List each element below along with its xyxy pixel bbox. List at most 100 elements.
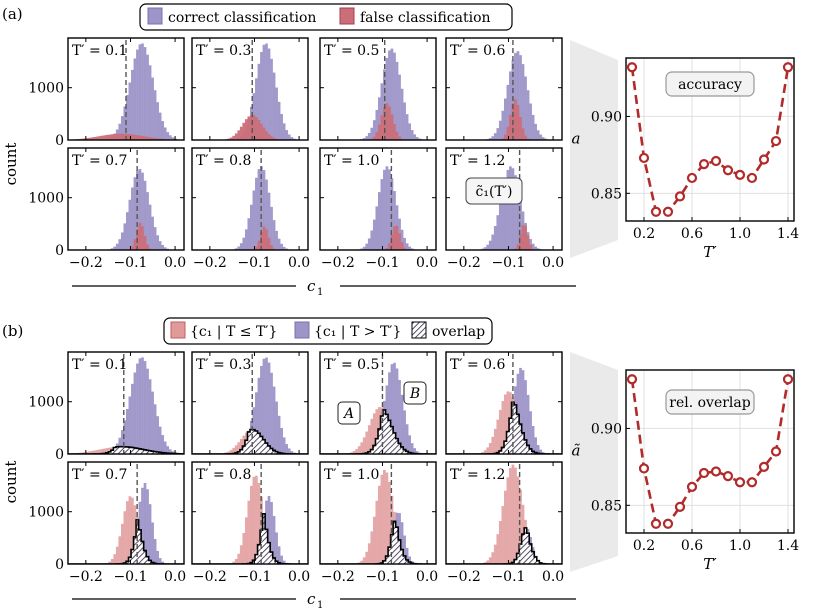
hist-frame (191, 351, 309, 455)
x-tick-label: 0.0 (288, 569, 310, 585)
hist-bar-blue (126, 94, 129, 140)
hist-bar-blue (267, 496, 271, 564)
hist-bar-blue (163, 441, 167, 454)
hist-panel-title: T′ = 0.6 (450, 357, 506, 373)
hist-bar-blue (496, 128, 500, 140)
hist-bar-red (234, 445, 238, 454)
hist-panel: T′ = 0.5 (319, 351, 437, 455)
line-chart: 0.2 0.6 1.0 1.4 0.85 0.90 T′ ã rel. overlap (572, 369, 799, 573)
overlap-bar (524, 527, 527, 564)
x-tick-label: −0.2 (193, 255, 227, 271)
hist-bar-blue (161, 561, 165, 564)
overlap-bar (498, 450, 502, 454)
hist-bar-red (120, 523, 124, 564)
hist-bar-blue (362, 246, 366, 250)
hist-bar-red (367, 543, 371, 564)
overlap-bar (405, 559, 409, 564)
hist-bar-red (486, 560, 490, 564)
hist-bar-red (103, 448, 107, 454)
connector-b (570, 352, 618, 572)
data-point (626, 374, 638, 385)
data-point (758, 461, 770, 472)
hist-bar-red (360, 560, 364, 564)
hist-bar-red (372, 136, 376, 140)
hist-bar-blue (493, 133, 497, 140)
x-tick-label: 0.0 (542, 255, 564, 271)
hist-bar-blue (360, 248, 364, 250)
overlap-bar (367, 451, 371, 454)
hist-bar-blue (158, 241, 162, 250)
hist-bar-blue (415, 451, 419, 454)
hist-bar-blue (413, 134, 417, 140)
hist-bar-red (383, 469, 386, 564)
hist-bar-red (133, 134, 137, 140)
hist-bar-red (514, 99, 517, 140)
hist-bar-blue (519, 367, 522, 454)
hist-bar-red (486, 447, 490, 454)
hist-bar-blue (290, 451, 294, 454)
hist-panel: T′ = 0.8 (191, 147, 309, 251)
x-tick-label: −0.2 (447, 255, 481, 271)
hist-bar-blue (272, 386, 276, 454)
hist-bar-blue (153, 90, 157, 140)
hist-bar-blue (143, 361, 147, 454)
hist-panel: T′ = 0.5 (319, 37, 437, 141)
hist-panel: T′ = 1.0 (319, 147, 437, 251)
hist-frame (445, 147, 563, 251)
hist-bar-blue (163, 247, 167, 250)
hist-bar-blue (511, 168, 515, 250)
hist-bar-blue (393, 191, 396, 250)
overlap-bar (375, 438, 379, 454)
hist-bar-red (128, 134, 132, 140)
hist-bar-blue (506, 169, 510, 250)
line-chart: 0.2 0.6 1.0 1.4 0.85 0.90 T′ a accuracy (572, 57, 799, 261)
hist-bar-blue (526, 90, 530, 140)
hist-bar-red (95, 450, 99, 454)
overlap-bar (242, 446, 246, 454)
hist-frame (445, 351, 563, 455)
overlap-bar (519, 544, 522, 564)
x-tick-label: 0.0 (164, 569, 186, 585)
data-point (746, 477, 758, 488)
hist-panel: T′ = 0.1 (67, 351, 185, 455)
hist-bar-red (380, 474, 384, 564)
overlap-bar (370, 449, 374, 454)
overlap-bar (252, 429, 256, 454)
hist-bar-red (250, 115, 253, 140)
hist-bar-red (378, 485, 381, 564)
hist-panel-title: T′ = 0.5 (324, 43, 379, 59)
overlap-bar (270, 448, 273, 454)
overlap-bar (267, 445, 271, 454)
hist-bar-blue (531, 425, 535, 454)
overlap-bar (255, 554, 258, 564)
x-tick-label: 0.2 (633, 226, 655, 242)
overlap-bar (128, 557, 132, 564)
hist-bar-blue (270, 206, 273, 250)
data-point (674, 191, 686, 202)
y-tick-label: 0 (55, 243, 64, 259)
hist-bar-red (115, 133, 119, 140)
hist-bar-blue (262, 358, 266, 454)
overlap-bar (504, 441, 507, 454)
hist-bar-blue (390, 364, 394, 454)
hist-bar-red (255, 116, 258, 140)
hist-bar-blue (498, 202, 502, 250)
hist-bar-red (498, 521, 502, 564)
hist-bar-red (483, 450, 487, 454)
line-frame (625, 57, 795, 222)
x-tick-label: −0.2 (321, 255, 355, 271)
hist-bar-red (488, 443, 492, 454)
hist-bar-blue (378, 192, 381, 250)
hist-bar-blue (400, 88, 404, 140)
legend-false-label: false classification (360, 10, 491, 26)
hist-bar-red (234, 133, 238, 140)
hist-bar-blue (133, 372, 137, 454)
hist-bar-blue (280, 243, 283, 250)
overlap-bar (138, 448, 142, 454)
hist-bar-red (148, 248, 152, 250)
hist-bar-blue (148, 379, 152, 454)
hist-bar-red (483, 562, 487, 564)
overlap-bar (138, 529, 142, 564)
hist-bar-blue (270, 502, 273, 564)
hist-bar-blue (380, 83, 384, 140)
